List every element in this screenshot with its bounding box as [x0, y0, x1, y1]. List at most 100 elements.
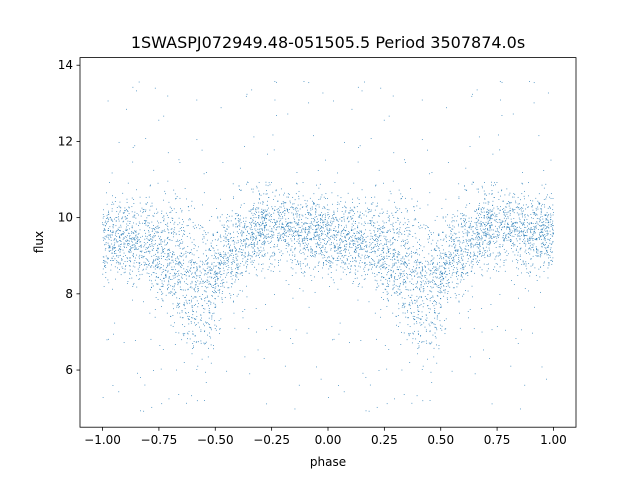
data-point [405, 281, 407, 283]
data-point [540, 256, 541, 258]
data-point [491, 190, 493, 192]
data-point [456, 255, 457, 256]
data-point [149, 312, 151, 314]
data-point [526, 222, 528, 224]
data-point [509, 202, 510, 203]
data-point [299, 235, 301, 236]
data-point [504, 226, 506, 228]
data-point [317, 221, 319, 222]
data-point [132, 286, 134, 287]
data-point [157, 256, 159, 258]
data-point [459, 281, 461, 283]
data-point [183, 259, 184, 261]
data-point [347, 233, 348, 234]
data-point [404, 302, 406, 304]
data-point [440, 286, 442, 288]
data-point [315, 211, 317, 213]
data-point [210, 245, 212, 247]
data-point [358, 147, 360, 148]
data-point [188, 299, 190, 301]
data-point [176, 305, 178, 306]
data-point [472, 296, 473, 298]
data-point [454, 255, 456, 257]
data-point [230, 294, 232, 296]
data-point [144, 238, 146, 240]
data-point [478, 239, 480, 241]
data-point [167, 289, 168, 291]
data-point [283, 229, 285, 231]
data-point [111, 257, 113, 259]
data-point [453, 257, 454, 259]
data-point [194, 281, 196, 283]
data-point [201, 260, 203, 262]
data-point [103, 260, 104, 261]
data-point [478, 207, 480, 209]
data-point [124, 236, 126, 237]
data-point [324, 221, 326, 223]
data-point [355, 269, 357, 271]
data-point [405, 282, 407, 284]
data-point [279, 194, 280, 196]
data-point [222, 285, 224, 287]
data-point [120, 241, 122, 242]
data-point [433, 347, 435, 349]
data-point [522, 183, 524, 185]
data-point [487, 214, 489, 215]
data-point [172, 220, 173, 221]
data-point [129, 269, 131, 271]
data-point [421, 341, 423, 343]
data-point [266, 209, 268, 211]
data-point [193, 239, 195, 241]
data-point [445, 328, 447, 330]
data-point [380, 235, 382, 237]
data-point [166, 265, 168, 267]
data-point [333, 229, 334, 231]
data-point [316, 218, 318, 220]
data-point [135, 232, 137, 233]
data-point [205, 281, 206, 282]
data-point [497, 208, 499, 210]
data-point [181, 209, 183, 211]
data-point [134, 145, 136, 147]
data-point [486, 208, 488, 210]
data-point [420, 297, 422, 298]
data-point [244, 256, 246, 258]
data-point [255, 209, 257, 210]
data-point [261, 243, 263, 245]
data-point [176, 275, 178, 277]
data-point [439, 272, 441, 274]
data-point [424, 228, 426, 230]
data-point [317, 170, 319, 171]
data-point [322, 214, 324, 215]
data-point [377, 239, 378, 240]
data-point [256, 269, 257, 271]
data-point [253, 237, 255, 239]
data-point [134, 260, 136, 261]
data-point [419, 248, 420, 249]
data-point [130, 251, 132, 253]
data-point [122, 216, 124, 218]
data-point [407, 241, 409, 243]
data-point [233, 198, 234, 200]
data-point [383, 251, 384, 253]
data-point [378, 254, 380, 256]
data-point [517, 236, 519, 237]
data-point [252, 239, 253, 241]
data-point [223, 264, 224, 266]
data-point [422, 280, 424, 282]
data-point [189, 232, 191, 234]
data-point [547, 226, 549, 228]
data-point [464, 225, 465, 226]
data-point [307, 212, 309, 214]
data-point [503, 233, 504, 234]
data-point [131, 277, 133, 279]
data-point [368, 209, 370, 211]
data-point [377, 228, 378, 229]
data-point [109, 246, 110, 248]
data-point [189, 253, 191, 254]
data-point [382, 211, 384, 213]
data-point [543, 238, 545, 240]
data-point [278, 239, 279, 241]
data-point [303, 223, 304, 225]
data-point [412, 270, 414, 272]
